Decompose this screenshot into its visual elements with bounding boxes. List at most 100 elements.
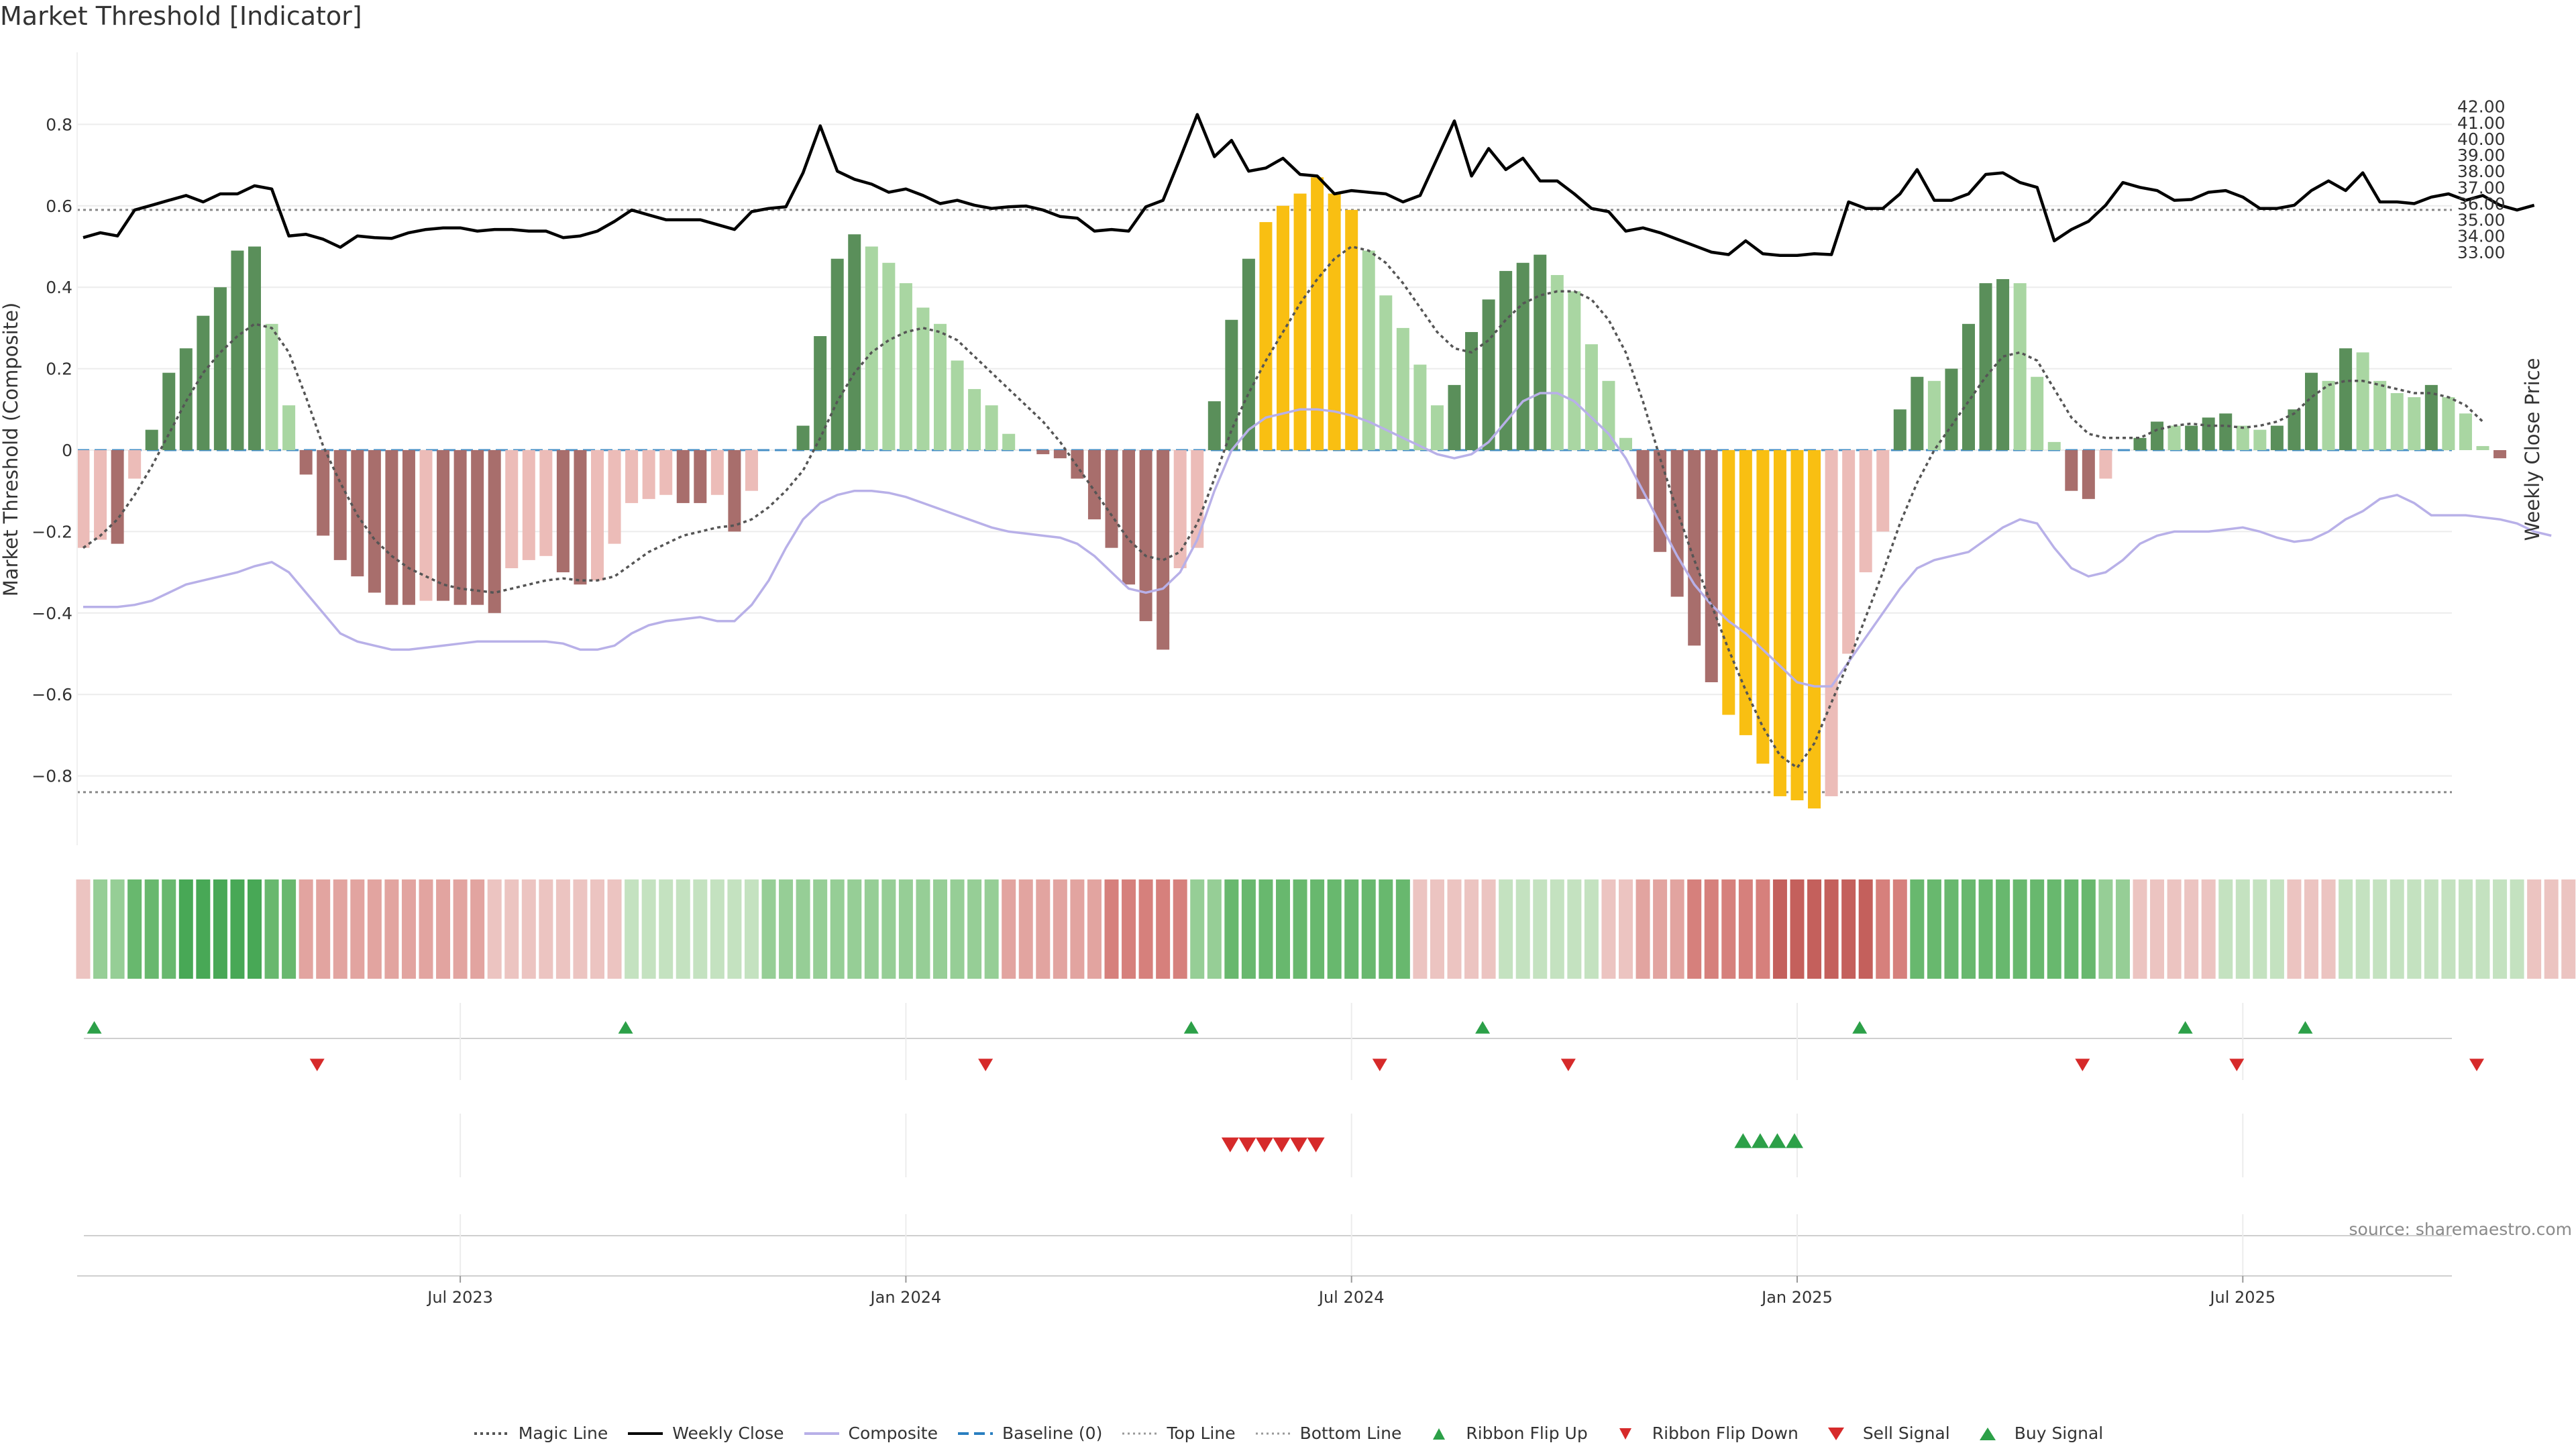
- histogram-bar: [539, 450, 553, 556]
- histogram-bar: [1053, 450, 1067, 459]
- histogram-bar: [2099, 450, 2112, 479]
- ribbon-cell: [1413, 879, 1428, 979]
- histogram-bar: [899, 283, 912, 450]
- ribbon-cell: [847, 879, 862, 979]
- ribbon-cell: [2441, 879, 2456, 979]
- y-tick-label: −0.2: [32, 522, 72, 541]
- ribbon-cell: [607, 879, 622, 979]
- ribbon-cell: [2407, 879, 2422, 979]
- ribbon-cell: [2390, 879, 2404, 979]
- histogram-bar: [197, 315, 210, 450]
- histogram-bar: [916, 307, 930, 450]
- histogram-bar: [1465, 331, 1479, 450]
- histogram-bar: [1585, 344, 1598, 450]
- histogram-bar: [1242, 258, 1255, 450]
- ribbon-cell: [916, 879, 930, 979]
- y-right-tick-label: 36.00: [2457, 194, 2506, 213]
- green-triangle-up-icon: [1433, 1428, 1446, 1440]
- histogram-bar: [1157, 450, 1170, 650]
- histogram-bar: [1277, 205, 1289, 450]
- ribbon-flip-down-marker: [1560, 1059, 1576, 1071]
- legend: Magic Line Weekly Close Composite Baseline …: [0, 1424, 2576, 1443]
- x-tick-label: Jul 2025: [2208, 1288, 2275, 1307]
- histogram-bar: [145, 429, 158, 450]
- histogram-bar: [830, 258, 844, 450]
- chart-title: Market Threshold [Indicator]: [0, 1, 362, 31]
- histogram-bar: [162, 372, 176, 450]
- histogram-bar: [231, 250, 244, 450]
- histogram-bar: [968, 388, 981, 450]
- histogram-bar: [2424, 384, 2438, 450]
- ribbon-cell: [1550, 879, 1564, 979]
- ribbon-cell: [248, 879, 262, 979]
- legend-item: Top Line: [1121, 1424, 1236, 1443]
- buy-signal-marker: [1768, 1133, 1786, 1148]
- histogram-bar: [1979, 283, 1992, 450]
- ribbon-cell: [1002, 879, 1016, 979]
- ribbon-cell: [2493, 879, 2508, 979]
- ribbon-cell: [1978, 879, 1993, 979]
- histogram-bar: [694, 450, 707, 503]
- ribbon-cell: [2030, 879, 2045, 979]
- ribbon-flip-up-marker: [1852, 1021, 1868, 1034]
- red-triangle-down-large-icon: [1827, 1427, 1844, 1440]
- histogram-bar: [574, 450, 587, 585]
- legend-label: Weekly Close: [672, 1424, 784, 1443]
- histogram-bar: [2236, 425, 2249, 450]
- legend-item: Baseline (0): [957, 1424, 1102, 1443]
- ribbon-cell: [744, 879, 759, 979]
- histogram-bar: [591, 450, 604, 581]
- histogram-bar: [2442, 397, 2455, 450]
- histogram-bar: [659, 450, 673, 495]
- histogram-bar: [368, 450, 381, 593]
- histogram-bar: [351, 450, 364, 577]
- histogram-bar: [985, 405, 998, 450]
- legend-item: Buy Signal: [1969, 1424, 2103, 1443]
- histogram-bar: [453, 450, 467, 605]
- axes-layer: −0.8−0.6−0.4−0.200.20.40.60.833.0034.003…: [0, 52, 2544, 845]
- legend-label: Sell Signal: [1862, 1424, 1950, 1443]
- ribbon-cell: [1858, 879, 1873, 979]
- ribbon-cell: [2458, 879, 2473, 979]
- x-axis-layer: Jul 2023 Jan 2024 Jul 2024 Jan 2025 Jul 2025: [77, 1275, 2452, 1307]
- histogram-bar: [625, 450, 639, 503]
- ribbon-cell: [967, 879, 982, 979]
- ribbon-cell: [1379, 879, 1393, 979]
- ribbon-flip-down-marker: [978, 1059, 994, 1071]
- histogram-bar: [1962, 323, 1975, 450]
- ribbon-cell: [1018, 879, 1033, 979]
- ribbon-cell: [2527, 879, 2542, 979]
- histogram-bar: [1259, 222, 1273, 450]
- ribbon-cell: [1224, 879, 1239, 979]
- histogram-bar: [1945, 368, 1958, 450]
- ribbon-flip-up-marker: [1475, 1021, 1491, 1034]
- ribbon-cell: [2201, 879, 2216, 979]
- buy-signal-marker: [1751, 1133, 1769, 1148]
- buy-signal-marker: [1786, 1133, 1803, 1148]
- ribbon-cell: [333, 879, 347, 979]
- legend-label: Ribbon Flip Down: [1652, 1424, 1799, 1443]
- ribbon-cell: [1173, 879, 1187, 979]
- histogram-bar: [333, 450, 347, 560]
- histogram-bar: [2373, 380, 2387, 450]
- ribbon-cell: [419, 879, 433, 979]
- ribbon-cell: [1207, 879, 1222, 979]
- source-credit: source: sharemaestro.com: [2349, 1220, 2573, 1239]
- histogram-bar: [1996, 279, 2010, 450]
- histogram-bar: [1534, 254, 1547, 450]
- ribbon-flip-down-marker: [309, 1059, 325, 1071]
- histogram-bar: [556, 450, 570, 573]
- histogram-bar: [1191, 450, 1204, 548]
- dashed-line-icon: [957, 1432, 993, 1435]
- ribbon-cell: [2150, 879, 2165, 979]
- composite-line: [83, 392, 2552, 688]
- ribbon-cell: [1704, 879, 1719, 979]
- x-tick-label: Jul 2024: [1318, 1288, 1385, 1307]
- ribbon-cell: [1567, 879, 1582, 979]
- bars-layer: [76, 177, 2507, 809]
- buy-signal-marker: [1734, 1133, 1752, 1148]
- ribbon-cell: [1087, 879, 1102, 979]
- ribbon-cell: [1070, 879, 1085, 979]
- histogram-bar: [1654, 450, 1667, 552]
- histogram-bar: [213, 287, 227, 450]
